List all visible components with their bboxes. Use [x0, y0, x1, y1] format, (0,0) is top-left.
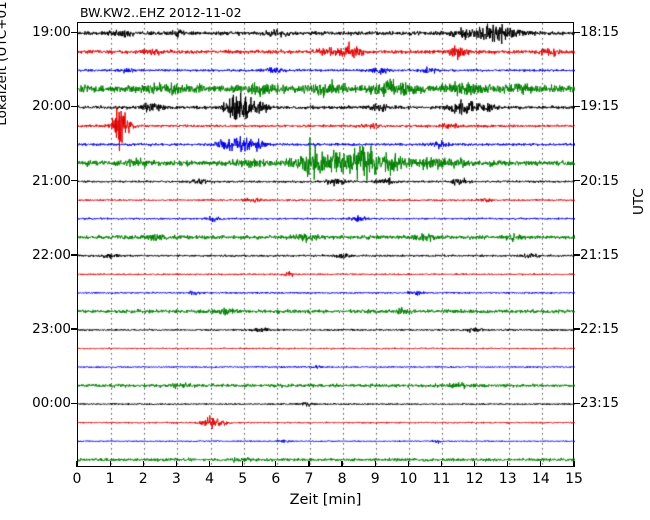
- x-tick-12: 12: [465, 471, 484, 487]
- seismogram-traces-canvas: [78, 23, 575, 468]
- y-tick-left-5: 00:00: [32, 395, 71, 412]
- x-tick-mark-6: [275, 461, 277, 467]
- y-tick-mark-right-4: [574, 328, 580, 330]
- y-tick-mark-left-2: [71, 180, 77, 182]
- x-tick-mark-8: [341, 461, 343, 467]
- y-tick-mark-right-2: [574, 180, 580, 182]
- y-tick-mark-right-3: [574, 254, 580, 256]
- y-tick-mark-right-5: [574, 402, 580, 404]
- x-tick-13: 13: [498, 471, 517, 487]
- y-tick-right-1: 19:15: [580, 98, 619, 115]
- x-tick-mark-2: [142, 461, 144, 467]
- y-tick-right-4: 22:15: [580, 320, 619, 337]
- x-tick-mark-7: [308, 461, 310, 467]
- y-tick-mark-left-5: [71, 402, 77, 404]
- x-tick-5: 5: [238, 471, 248, 487]
- y-tick-mark-left-4: [71, 328, 77, 330]
- y-axis-left-label: Lokalzeit (UTC+01:00): [0, 0, 10, 126]
- x-tick-mark-5: [242, 461, 244, 467]
- y-tick-right-2: 20:15: [580, 172, 619, 189]
- x-axis-label: Zeit [min]: [289, 492, 362, 508]
- x-tick-mark-11: [440, 461, 443, 467]
- y-tick-left-4: 23:00: [32, 320, 71, 337]
- page-title: BW.KW2..EHZ 2012-11-02: [80, 5, 242, 20]
- y-tick-right-3: 21:15: [580, 246, 619, 263]
- x-tick-mark-13: [507, 461, 509, 467]
- y-tick-left-1: 20:00: [32, 98, 71, 115]
- x-tick-14: 14: [531, 471, 550, 487]
- x-tick-mark-0: [76, 461, 78, 467]
- y-tick-mark-left-3: [71, 254, 77, 256]
- y-tick-left-2: 21:00: [32, 172, 71, 189]
- y-axis-right-ticks: 18:15 19:15 20:15 21:15 22:15 23:15: [580, 0, 650, 520]
- y-tick-left-0: 19:00: [32, 24, 71, 41]
- y-tick-mark-right-1: [574, 105, 580, 108]
- x-tick-6: 6: [271, 471, 281, 487]
- y-tick-right-0: 18:15: [580, 24, 619, 41]
- y-axis-left-ticks: 19:00 20:00 21:00 22:00 23:00 00:00: [0, 0, 71, 520]
- x-tick-mark-15: [573, 461, 575, 467]
- y-tick-right-5: 23:15: [580, 395, 619, 412]
- y-tick-left-3: 22:00: [32, 246, 71, 263]
- x-tick-3: 3: [171, 471, 181, 487]
- x-tick-mark-9: [374, 461, 376, 467]
- x-tick-15: 15: [565, 471, 583, 487]
- plot-area: [77, 22, 575, 468]
- x-tick-8: 8: [337, 471, 347, 487]
- x-tick-2: 2: [138, 471, 148, 487]
- x-tick-mark-4: [208, 461, 211, 467]
- x-tick-mark-12: [474, 461, 476, 467]
- x-tick-mark-14: [540, 461, 542, 467]
- x-tick-7: 7: [304, 471, 314, 487]
- x-tick-9: 9: [370, 471, 380, 487]
- y-tick-mark-left-0: [71, 31, 77, 34]
- x-tick-mark-1: [109, 461, 111, 467]
- x-tick-1: 1: [105, 471, 115, 487]
- y-axis-right-label: UTC: [631, 188, 647, 215]
- x-tick-mark-3: [175, 461, 177, 467]
- x-tick-mark-10: [407, 461, 409, 467]
- x-tick-4: 4: [205, 471, 214, 487]
- y-tick-mark-left-1: [71, 105, 77, 108]
- y-tick-mark-right-0: [574, 31, 580, 34]
- x-tick-10: 10: [399, 471, 418, 487]
- x-tick-0: 0: [72, 471, 82, 487]
- x-tick-11: 11: [432, 471, 451, 487]
